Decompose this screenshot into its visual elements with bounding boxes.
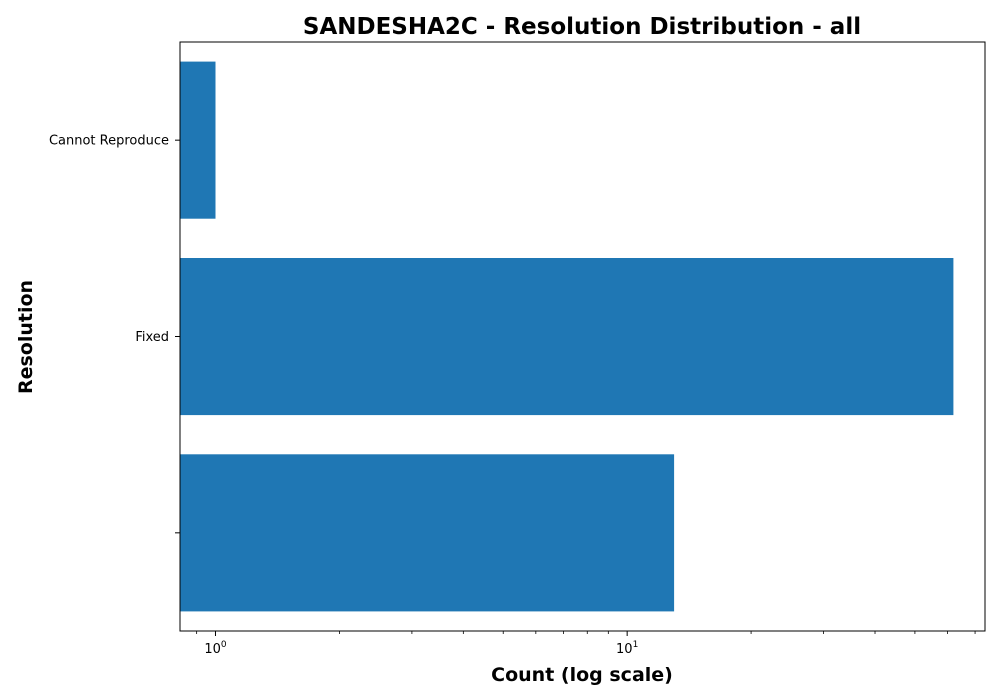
x-ticks-group: 100 101 xyxy=(196,631,976,657)
y-ticks-group: Cannot Reproduce Fixed xyxy=(49,134,180,534)
x-tick-label-1: 101 xyxy=(616,640,638,657)
bar-2 xyxy=(180,454,675,612)
y-axis-title: Resolution xyxy=(15,280,37,394)
bar-0 xyxy=(180,61,216,219)
plot-frame xyxy=(179,41,986,632)
x-tick-label-0: 100 xyxy=(204,640,227,657)
y-tick-label-0: Cannot Reproduce xyxy=(49,134,169,149)
chart-title: SANDESHA2C - Resolution Distribution - a… xyxy=(303,14,861,40)
x-axis-title: Count (log scale) xyxy=(491,664,673,686)
y-tick-label-1: Fixed xyxy=(135,330,169,345)
bar-1 xyxy=(180,258,954,416)
bars-group xyxy=(180,61,954,612)
